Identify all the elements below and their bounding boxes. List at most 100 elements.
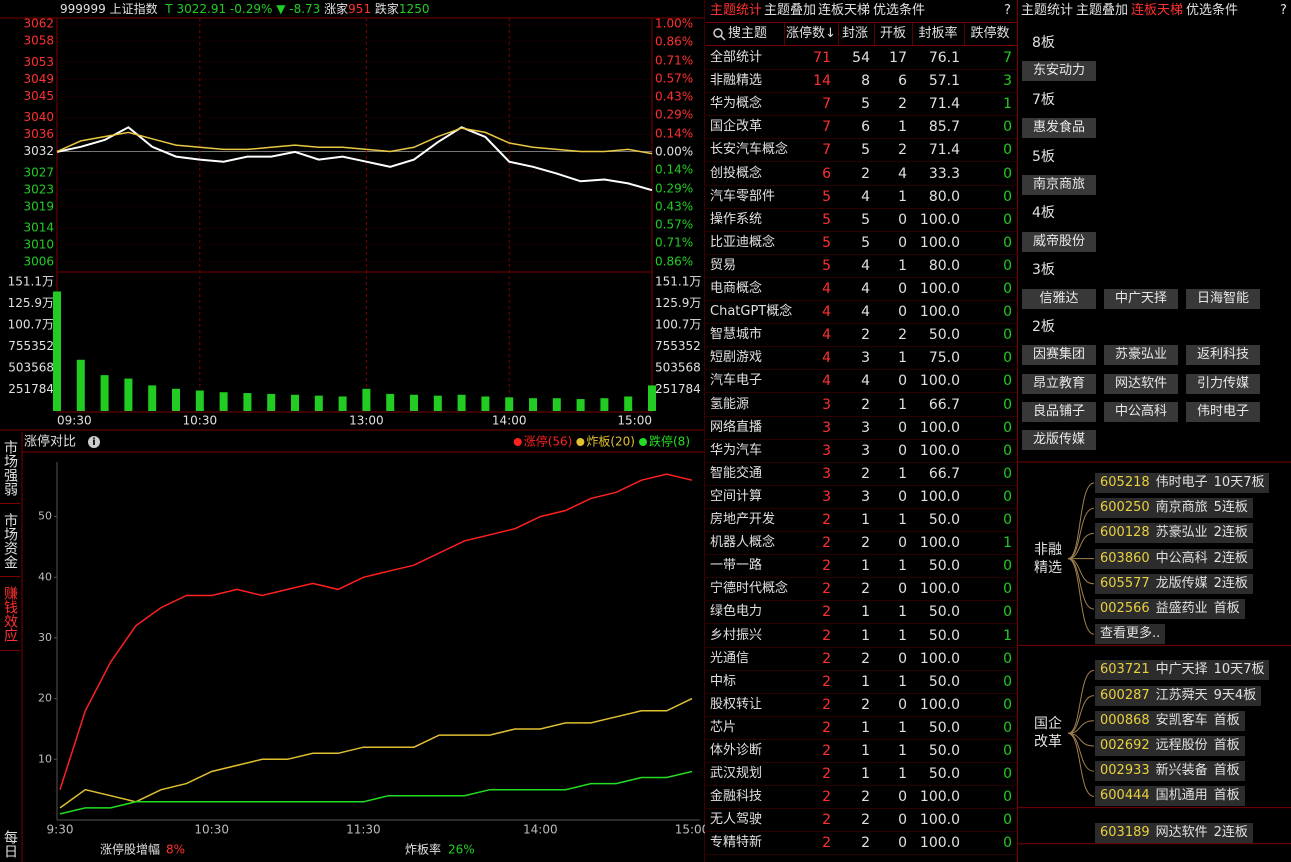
info-icon-glyph: i [92, 437, 95, 448]
stock-item[interactable]: 002566 益盛药业 首板 [1095, 599, 1245, 619]
more-link[interactable]: 查看更多.. [1095, 624, 1166, 645]
theme-name[interactable]: 华为汽车 [710, 442, 763, 458]
tab[interactable]: 优选条件 [1186, 3, 1239, 18]
tab[interactable]: 主题叠加 [764, 3, 817, 18]
stock-item[interactable]: 603189 网达软件 2连板 [1095, 822, 1253, 843]
theme-name[interactable]: 操作系统 [710, 211, 763, 227]
stock-item[interactable]: 600444 国机通用 首板 [1095, 786, 1245, 807]
stock-button[interactable]: 中公高科 [1104, 401, 1178, 422]
stock-button[interactable]: 惠发食品 [1022, 118, 1096, 139]
stock-item[interactable]: 600250 南京商旅 5连板 [1095, 498, 1253, 519]
stock-button[interactable]: 南京商旅 [1022, 175, 1096, 195]
column-header[interactable]: 开板 [879, 26, 907, 41]
stock-item[interactable]: 600287 江苏舜天 9天4板 [1095, 685, 1262, 706]
stock-item[interactable]: 600128 苏豪弘业 2连板 [1095, 523, 1253, 544]
stock-button[interactable]: 返利科技 [1186, 345, 1260, 366]
brace [1067, 507, 1095, 560]
cell: 50.0 [928, 766, 960, 783]
tab[interactable]: 连板天梯 [818, 3, 871, 18]
theme-name[interactable]: 氢能源 [710, 396, 750, 412]
help[interactable]: ? [1280, 3, 1287, 18]
theme-name[interactable]: 网络直播 [710, 419, 763, 435]
theme-name[interactable]: 绿色电力 [710, 604, 763, 620]
stock-item[interactable]: 000868 安凯客车 首板 [1095, 710, 1245, 731]
search-icon[interactable] [712, 27, 726, 41]
tab[interactable]: 优选条件 [873, 3, 926, 18]
theme-name[interactable]: 体外诊断 [710, 743, 763, 758]
cell: 1 [898, 119, 907, 136]
col-sep [912, 23, 913, 45]
stock-button[interactable]: 信雅达 [1022, 288, 1096, 309]
theme-name[interactable]: 无人驾驶 [710, 812, 763, 828]
tab[interactable]: 主题叠加 [1076, 3, 1129, 18]
column-header[interactable]: 封涨 [841, 26, 869, 41]
theme-name[interactable]: 股权转让 [710, 696, 763, 712]
side-tab[interactable]: 每日 [0, 825, 20, 862]
help[interactable]: ? [1004, 3, 1011, 18]
theme-name[interactable]: 华为概念 [710, 96, 763, 112]
stock-button[interactable]: 苏豪弘业 [1104, 345, 1178, 366]
side-tab[interactable]: 市场资金 [0, 505, 20, 577]
side-tab[interactable]: 市场强弱 [0, 432, 20, 504]
stock-item[interactable]: 603860 中公高科 2连板 [1095, 548, 1253, 569]
column-header[interactable]: 封板率 [918, 26, 958, 41]
column-header[interactable]: 涨停数↓ [786, 26, 836, 41]
stock-button[interactable]: 昂立教育 [1022, 373, 1096, 394]
stock-button[interactable]: 良品铺子 [1022, 401, 1096, 422]
theme-name[interactable]: 汽车零部件 [710, 188, 776, 204]
theme-name[interactable]: 智能交通 [710, 465, 763, 481]
row-sep [706, 323, 1017, 325]
stock-button[interactable]: 日海智能 [1186, 288, 1260, 309]
theme-name[interactable]: 创投概念 [710, 165, 763, 181]
theme-name[interactable]: 电商概念 [710, 281, 763, 296]
tab[interactable]: 主题统计 [710, 3, 763, 18]
theme-name[interactable]: 一带一路 [710, 558, 763, 574]
theme-name[interactable]: 国企改革 [710, 119, 763, 135]
theme-name[interactable]: 汽车电子 [710, 373, 763, 389]
stock-button[interactable]: 威帝股份 [1022, 231, 1096, 252]
theme-name[interactable]: 宁德时代概念 [710, 581, 789, 597]
theme-name[interactable]: 机器人概念 [710, 535, 776, 551]
stock-item[interactable]: 605577 龙版传媒 2连板 [1095, 573, 1253, 594]
theme-name[interactable]: 乡村振兴 [710, 627, 763, 643]
stock-item[interactable]: 605218 伟时电子 10天7板 [1095, 473, 1270, 493]
search[interactable]: 搜主题 [728, 26, 768, 41]
info-icon[interactable] [88, 436, 100, 448]
stock-button[interactable]: 龙版传媒 [1022, 430, 1096, 450]
stock-item[interactable]: 002933 新兴装备 首板 [1095, 761, 1245, 782]
side-tab[interactable]: 赚钱效应 [0, 578, 20, 651]
theme-name[interactable]: 光通信 [710, 650, 750, 666]
theme-name[interactable]: 贸易 [710, 257, 737, 273]
tab[interactable]: 主题统计 [1021, 3, 1074, 18]
theme-name[interactable]: 长安汽车概念 [710, 142, 789, 158]
y-tick-label: 3040 [23, 110, 54, 124]
theme-name[interactable]: 芯片 [710, 719, 737, 735]
theme-name[interactable]: 空间计算 [710, 488, 763, 504]
theme-name[interactable]: 专精特新 [710, 835, 763, 851]
cell: 1 [861, 512, 870, 528]
theme-name[interactable]: 比亚迪概念 [710, 234, 776, 250]
stock-button[interactable]: 因赛集团 [1022, 345, 1096, 366]
theme-name[interactable]: ChatGPT概念 [710, 304, 793, 320]
stock-button[interactable]: 伟时电子 [1186, 401, 1260, 422]
cell: 100.0 [919, 234, 960, 251]
cell: 2 [822, 789, 831, 806]
column-header[interactable]: 跌停数 [970, 26, 1010, 41]
theme-name[interactable]: 中标 [710, 673, 737, 689]
stock-item[interactable]: 603721 中广天择 10天7板 [1095, 660, 1270, 681]
theme-name[interactable]: 武汉规划 [710, 766, 763, 782]
tab[interactable]: 连板天梯 [1131, 3, 1184, 18]
theme-name[interactable]: 金融科技 [710, 789, 763, 805]
row-sep [706, 669, 1017, 671]
theme-name[interactable]: 房地产开发 [710, 512, 776, 527]
theme-name[interactable]: 全部统计 [710, 50, 763, 65]
theme-name[interactable]: 非融精选 [710, 73, 763, 89]
stock-button[interactable]: 引力传媒 [1186, 373, 1260, 394]
stock-button[interactable]: 中广天择 [1104, 288, 1178, 309]
stock-button[interactable]: 东安动力 [1022, 61, 1096, 82]
theme-name[interactable]: 短剧游戏 [710, 350, 763, 366]
stock-item[interactable]: 002692 远程股份 首板 [1095, 736, 1245, 756]
theme-name[interactable]: 智慧城市 [710, 327, 763, 343]
cell: 0 [898, 488, 907, 505]
stock-button[interactable]: 网达软件 [1104, 373, 1178, 394]
